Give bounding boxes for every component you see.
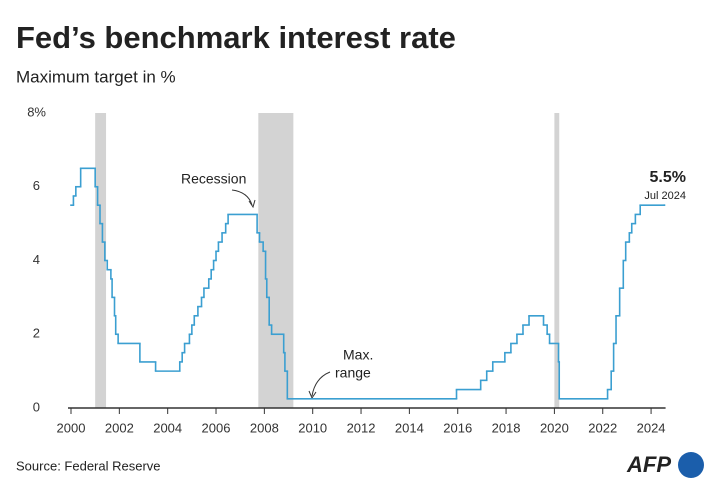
recession-band — [95, 113, 107, 408]
recession-band — [258, 113, 294, 408]
annotation: range — [335, 365, 371, 381]
y-tick-label: 2 — [33, 326, 40, 341]
logo-dot — [678, 452, 704, 478]
chart-title: Fed’s benchmark interest rate — [16, 20, 456, 55]
arrowhead — [248, 199, 256, 209]
logo: AFP — [626, 452, 671, 477]
annotation: Max. — [343, 347, 373, 363]
x-tick-label: 2014 — [395, 420, 424, 435]
x-tick-label: 2012 — [347, 420, 376, 435]
x-tick-label: 2024 — [637, 420, 666, 435]
chart-subtitle: Maximum target in % — [16, 67, 176, 86]
arrow — [311, 371, 331, 397]
recession-band — [554, 113, 560, 408]
annotation: 5.5% — [650, 169, 686, 186]
x-tick-label: 2006 — [202, 420, 231, 435]
x-tick-label: 2004 — [153, 420, 182, 435]
x-tick-label: 2020 — [540, 420, 569, 435]
x-tick-label: 2000 — [57, 420, 86, 435]
x-tick-label: 2002 — [105, 420, 134, 435]
y-tick-label: 6 — [33, 178, 40, 193]
y-tick-label: 8% — [27, 104, 46, 119]
annotation: Jul 2024 — [644, 190, 686, 202]
annotation: Recession — [181, 171, 246, 187]
y-tick-label: 0 — [33, 399, 40, 414]
x-tick-label: 2010 — [298, 420, 327, 435]
y-tick-label: 4 — [33, 252, 40, 267]
x-tick-label: 2016 — [443, 420, 472, 435]
arrow — [231, 189, 253, 206]
source: Source: Federal Reserve — [16, 458, 161, 473]
x-tick-label: 2022 — [588, 420, 617, 435]
x-tick-label: 2018 — [492, 420, 521, 435]
x-tick-label: 2008 — [250, 420, 279, 435]
